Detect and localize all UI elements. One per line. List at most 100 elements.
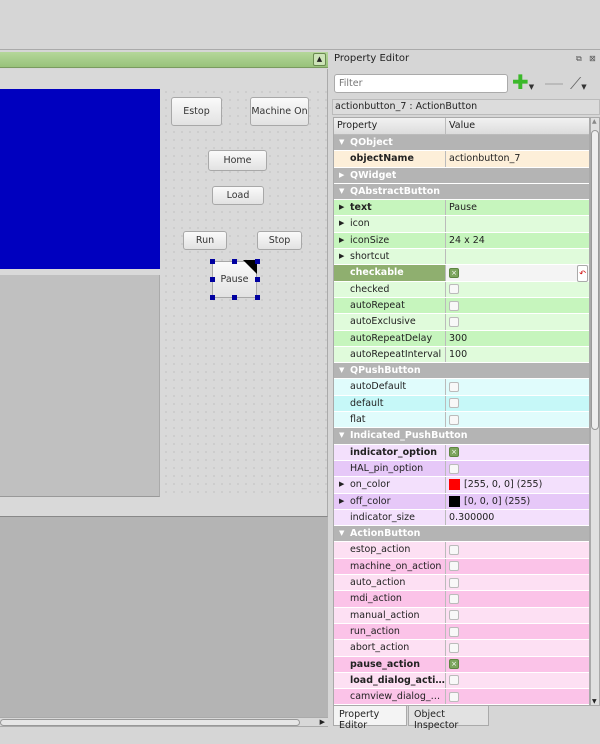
run-button[interactable]: Run: [183, 231, 227, 250]
gray-panel-widget[interactable]: [0, 275, 160, 497]
resize-handle[interactable]: [210, 295, 215, 300]
property-row[interactable]: indicator_option ×: [334, 444, 589, 461]
resize-handle[interactable]: [255, 277, 260, 282]
property-group-header[interactable]: ▼ QObject: [334, 135, 589, 152]
property-row[interactable]: ▶ off_color [0, 0, 0] (255): [334, 493, 589, 510]
expand-icon[interactable]: ▶: [339, 170, 345, 179]
collapse-icon[interactable]: ▼: [339, 529, 345, 538]
expand-icon[interactable]: ▶: [339, 203, 345, 212]
property-group-header[interactable]: ▼ ActionButton: [334, 526, 589, 543]
scroll-right-icon[interactable]: ▶: [319, 718, 325, 726]
checkbox[interactable]: [449, 577, 459, 588]
property-row[interactable]: autoExclusive: [334, 314, 589, 331]
machine-on-button[interactable]: Machine On: [250, 97, 309, 126]
property-row[interactable]: machine_on_action: [334, 558, 589, 576]
reset-icon[interactable]: ↶: [577, 264, 588, 282]
property-row[interactable]: manual_action: [334, 607, 589, 624]
column-header-property[interactable]: Property: [334, 118, 446, 134]
collapse-icon[interactable]: ▼: [339, 366, 345, 375]
property-value[interactable]: 0.300000: [449, 511, 495, 523]
property-value[interactable]: 300: [449, 332, 468, 344]
property-row[interactable]: autoRepeatInterval 100: [334, 346, 589, 364]
checkbox[interactable]: [449, 610, 459, 621]
property-value[interactable]: 100: [449, 349, 468, 360]
checkbox[interactable]: [449, 300, 459, 311]
expand-icon[interactable]: ▶: [339, 252, 345, 261]
property-row[interactable]: mdi_action: [334, 591, 589, 608]
checkbox[interactable]: [449, 642, 459, 653]
resize-handle[interactable]: [232, 259, 237, 264]
property-table[interactable]: Property Value ▼ QObject objectName actionb…: [333, 117, 590, 706]
horizontal-scrollbar[interactable]: ▶: [0, 717, 328, 727]
collapse-icon[interactable]: ▼: [339, 138, 345, 146]
property-row[interactable]: ▶ text Pause: [334, 200, 589, 217]
property-value[interactable]: [255, 0, 0] (255): [464, 479, 543, 491]
scroll-down-icon[interactable]: ▼: [592, 698, 597, 705]
scrollbar-thumb[interactable]: [0, 719, 300, 726]
property-row[interactable]: abort_action: [334, 640, 589, 657]
property-row[interactable]: autoDefault: [334, 379, 589, 396]
property-row[interactable]: indicator_size 0.300000: [334, 509, 589, 527]
resize-handle[interactable]: [255, 259, 260, 264]
checkbox[interactable]: [449, 675, 459, 686]
blue-widget[interactable]: [0, 89, 160, 269]
property-row[interactable]: estop_action: [334, 542, 589, 559]
checkbox[interactable]: [449, 691, 459, 702]
resize-handle[interactable]: [255, 295, 260, 300]
property-row[interactable]: flat: [334, 412, 589, 429]
property-row[interactable]: checkable × ↶: [334, 264, 589, 282]
expand-icon[interactable]: ▶: [339, 496, 345, 505]
close-icon[interactable]: ⊠: [589, 54, 596, 63]
property-row[interactable]: ▶ on_color [255, 0, 0] (255): [334, 477, 589, 494]
resize-handle[interactable]: [210, 259, 215, 264]
property-group-header[interactable]: ▼ QAbstractButton: [334, 183, 589, 201]
resize-handle[interactable]: [232, 295, 237, 300]
resize-handle[interactable]: [210, 277, 215, 282]
add-property-icon[interactable]: ✚▼: [512, 70, 535, 94]
checkbox[interactable]: [449, 561, 459, 572]
checkbox[interactable]: [449, 398, 459, 409]
load-button[interactable]: Load: [212, 186, 264, 205]
property-row[interactable]: HAL_pin_option: [334, 460, 589, 478]
checkbox[interactable]: [449, 382, 459, 393]
checkbox[interactable]: [449, 593, 459, 604]
property-row[interactable]: ▶ shortcut: [334, 249, 589, 266]
property-value[interactable]: Pause: [449, 202, 477, 214]
home-button[interactable]: Home: [208, 150, 267, 171]
property-value[interactable]: 24 x 24: [449, 234, 485, 246]
remove-property-icon[interactable]: [545, 83, 563, 85]
property-row[interactable]: camview_dialog_action: [334, 689, 589, 705]
checkbox[interactable]: [449, 284, 459, 295]
property-row[interactable]: ▶ iconSize 24 x 24: [334, 232, 589, 250]
checkbox[interactable]: [449, 626, 459, 637]
expand-icon[interactable]: ▶: [339, 219, 345, 228]
checkbox[interactable]: [449, 414, 459, 425]
checkbox[interactable]: [449, 545, 459, 556]
property-row[interactable]: autoRepeat: [334, 297, 589, 315]
scrollbar-thumb[interactable]: [591, 130, 599, 430]
property-value[interactable]: [0, 0, 0] (255): [464, 495, 531, 507]
stop-button[interactable]: Stop: [257, 231, 302, 250]
expand-icon[interactable]: ▶: [339, 235, 345, 244]
property-row[interactable]: autoRepeatDelay 300: [334, 330, 589, 347]
property-row[interactable]: load_dialog_action: [334, 672, 589, 690]
checkbox[interactable]: [449, 316, 459, 327]
tab-property-editor[interactable]: Property Editor: [333, 706, 407, 731]
column-header-value[interactable]: Value: [449, 120, 476, 131]
property-row[interactable]: checked: [334, 281, 589, 298]
filter-input[interactable]: [334, 74, 508, 93]
property-row[interactable]: ▶ icon: [334, 216, 589, 233]
float-icon[interactable]: ⧉: [576, 54, 582, 63]
tab-object-inspector[interactable]: Object Inspector: [408, 706, 489, 731]
expand-icon[interactable]: ▶: [339, 480, 345, 489]
property-row[interactable]: default: [334, 395, 589, 413]
collapse-icon[interactable]: ▼: [339, 186, 345, 195]
scroll-up-icon[interactable]: ▲: [592, 118, 597, 125]
property-row[interactable]: pause_action ×: [334, 656, 589, 673]
property-group-header[interactable]: ▼ QPushButton: [334, 363, 589, 380]
property-row[interactable]: auto_action: [334, 575, 589, 592]
property-row[interactable]: objectName actionbutton_7: [334, 151, 589, 168]
collapse-icon[interactable]: ▲: [313, 53, 326, 66]
checkbox[interactable]: ×: [449, 447, 459, 458]
vertical-scrollbar[interactable]: ▲ ▼: [590, 117, 600, 706]
